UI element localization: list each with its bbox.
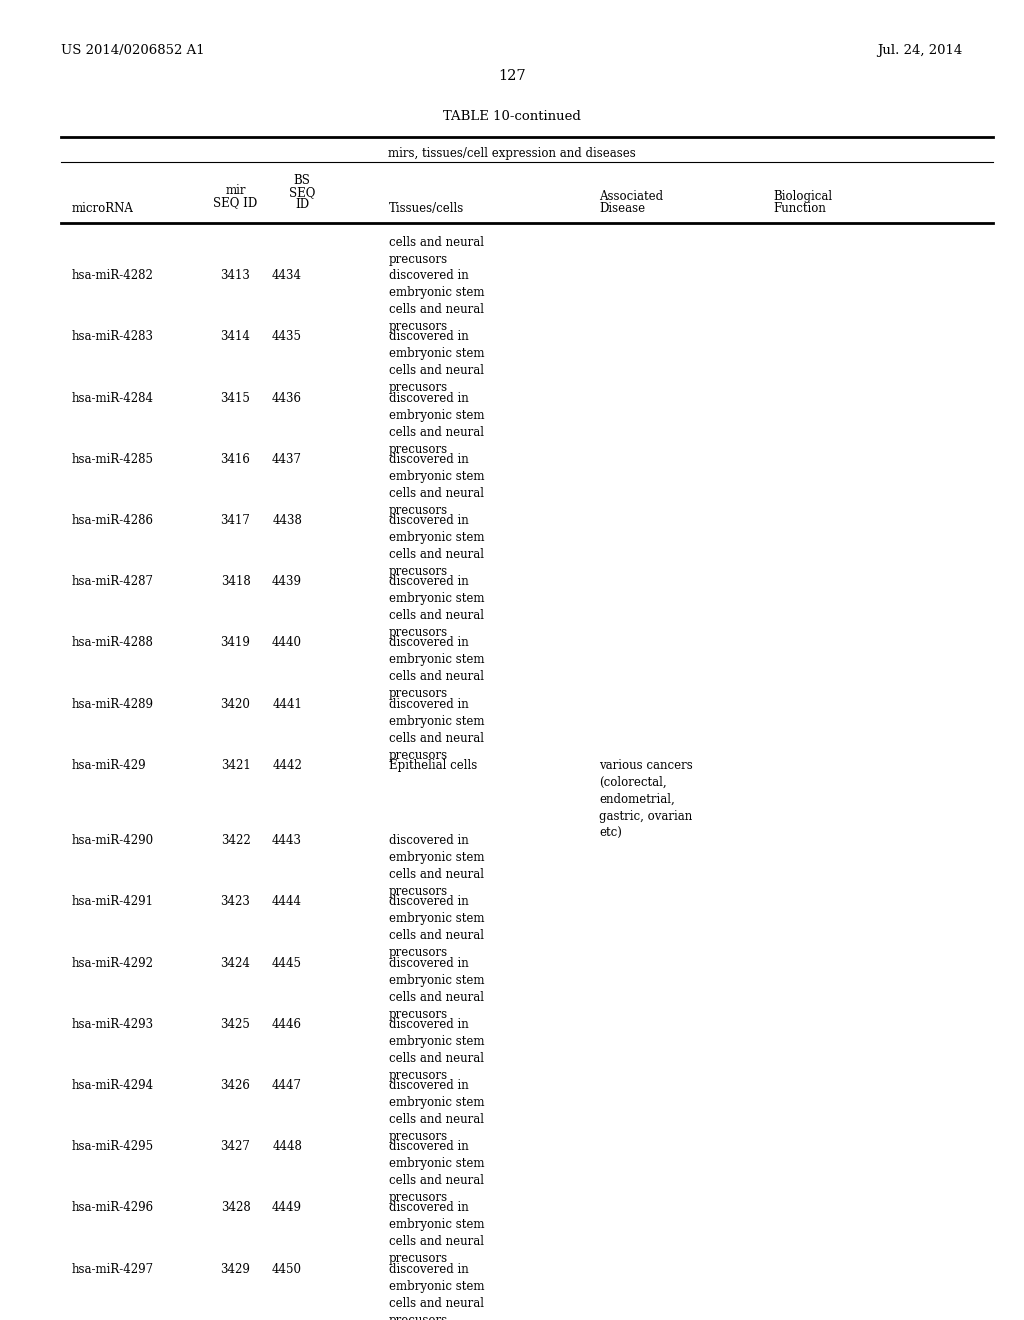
Text: SEQ: SEQ: [289, 186, 315, 199]
Text: discovered in
embryonic stem
cells and neural
precusors: discovered in embryonic stem cells and n…: [389, 576, 484, 639]
Text: 4436: 4436: [272, 392, 302, 405]
Text: hsa-miR-4295: hsa-miR-4295: [72, 1140, 154, 1154]
Text: 4444: 4444: [272, 895, 302, 908]
Text: discovered in
embryonic stem
cells and neural
precusors: discovered in embryonic stem cells and n…: [389, 834, 484, 898]
Text: hsa-miR-4293: hsa-miR-4293: [72, 1018, 154, 1031]
Text: hsa-miR-4286: hsa-miR-4286: [72, 513, 154, 527]
Text: discovered in
embryonic stem
cells and neural
precusors: discovered in embryonic stem cells and n…: [389, 895, 484, 960]
Text: 3418: 3418: [220, 576, 251, 589]
Text: hsa-miR-4296: hsa-miR-4296: [72, 1201, 154, 1214]
Text: discovered in
embryonic stem
cells and neural
precusors: discovered in embryonic stem cells and n…: [389, 392, 484, 455]
Text: 4437: 4437: [272, 453, 302, 466]
Text: 3426: 3426: [220, 1078, 251, 1092]
Text: discovered in
embryonic stem
cells and neural
precusors: discovered in embryonic stem cells and n…: [389, 1140, 484, 1204]
Text: hsa-miR-4291: hsa-miR-4291: [72, 895, 154, 908]
Text: 3420: 3420: [220, 698, 251, 710]
Text: 4440: 4440: [272, 636, 302, 649]
Text: 4446: 4446: [272, 1018, 302, 1031]
Text: 4447: 4447: [272, 1078, 302, 1092]
Text: 3422: 3422: [220, 834, 251, 847]
Text: 3421: 3421: [220, 759, 251, 772]
Text: 3424: 3424: [220, 957, 251, 970]
Text: discovered in
embryonic stem
cells and neural
precusors: discovered in embryonic stem cells and n…: [389, 1201, 484, 1266]
Text: hsa-miR-4290: hsa-miR-4290: [72, 834, 154, 847]
Text: 4442: 4442: [272, 759, 302, 772]
Text: 127: 127: [499, 69, 525, 83]
Text: discovered in
embryonic stem
cells and neural
precusors: discovered in embryonic stem cells and n…: [389, 1018, 484, 1082]
Text: discovered in
embryonic stem
cells and neural
precusors: discovered in embryonic stem cells and n…: [389, 1078, 484, 1143]
Text: discovered in
embryonic stem
cells and neural
precusors: discovered in embryonic stem cells and n…: [389, 453, 484, 517]
Text: Tissues/cells: Tissues/cells: [389, 202, 464, 215]
Text: hsa-miR-4282: hsa-miR-4282: [72, 269, 154, 282]
Text: 3416: 3416: [220, 453, 251, 466]
Text: 3425: 3425: [220, 1018, 251, 1031]
Text: 3414: 3414: [220, 330, 251, 343]
Text: 3417: 3417: [220, 513, 251, 527]
Text: 3423: 3423: [220, 895, 251, 908]
Text: discovered in
embryonic stem
cells and neural
precusors: discovered in embryonic stem cells and n…: [389, 957, 484, 1020]
Text: Epithelial cells: Epithelial cells: [389, 759, 477, 772]
Text: TABLE 10-continued: TABLE 10-continued: [443, 110, 581, 123]
Text: discovered in
embryonic stem
cells and neural
precusors: discovered in embryonic stem cells and n…: [389, 636, 484, 701]
Text: Function: Function: [773, 202, 826, 215]
Text: BS: BS: [294, 174, 310, 187]
Text: 3419: 3419: [220, 636, 251, 649]
Text: hsa-miR-4287: hsa-miR-4287: [72, 576, 154, 589]
Text: hsa-miR-4283: hsa-miR-4283: [72, 330, 154, 343]
Text: hsa-miR-4284: hsa-miR-4284: [72, 392, 154, 405]
Text: discovered in
embryonic stem
cells and neural
precusors: discovered in embryonic stem cells and n…: [389, 1262, 484, 1320]
Text: hsa-miR-4289: hsa-miR-4289: [72, 698, 154, 710]
Text: discovered in
embryonic stem
cells and neural
precusors: discovered in embryonic stem cells and n…: [389, 330, 484, 395]
Text: 3413: 3413: [220, 269, 251, 282]
Text: 3415: 3415: [220, 392, 251, 405]
Text: 4448: 4448: [272, 1140, 302, 1154]
Text: hsa-miR-4288: hsa-miR-4288: [72, 636, 154, 649]
Text: cells and neural
precusors: cells and neural precusors: [389, 236, 484, 267]
Text: 3428: 3428: [220, 1201, 251, 1214]
Text: 4449: 4449: [272, 1201, 302, 1214]
Text: SEQ ID: SEQ ID: [213, 195, 258, 209]
Text: mirs, tissues/cell expression and diseases: mirs, tissues/cell expression and diseas…: [388, 147, 636, 160]
Text: various cancers
(colorectal,
endometrial,
gastric, ovarian
etc): various cancers (colorectal, endometrial…: [599, 759, 693, 840]
Text: 4441: 4441: [272, 698, 302, 710]
Text: 4450: 4450: [272, 1262, 302, 1275]
Text: ID: ID: [295, 198, 309, 211]
Text: hsa-miR-4292: hsa-miR-4292: [72, 957, 154, 970]
Text: Disease: Disease: [599, 202, 645, 215]
Text: 3427: 3427: [220, 1140, 251, 1154]
Text: 4443: 4443: [272, 834, 302, 847]
Text: Associated: Associated: [599, 190, 664, 203]
Text: Biological: Biological: [773, 190, 833, 203]
Text: microRNA: microRNA: [72, 202, 133, 215]
Text: discovered in
embryonic stem
cells and neural
precusors: discovered in embryonic stem cells and n…: [389, 513, 484, 578]
Text: 4439: 4439: [272, 576, 302, 589]
Text: hsa-miR-429: hsa-miR-429: [72, 759, 146, 772]
Text: hsa-miR-4294: hsa-miR-4294: [72, 1078, 154, 1092]
Text: 4434: 4434: [272, 269, 302, 282]
Text: 4445: 4445: [272, 957, 302, 970]
Text: hsa-miR-4285: hsa-miR-4285: [72, 453, 154, 466]
Text: discovered in
embryonic stem
cells and neural
precusors: discovered in embryonic stem cells and n…: [389, 698, 484, 762]
Text: 4435: 4435: [272, 330, 302, 343]
Text: 4438: 4438: [272, 513, 302, 527]
Text: US 2014/0206852 A1: US 2014/0206852 A1: [61, 44, 205, 57]
Text: hsa-miR-4297: hsa-miR-4297: [72, 1262, 154, 1275]
Text: Jul. 24, 2014: Jul. 24, 2014: [878, 44, 963, 57]
Text: 3429: 3429: [220, 1262, 251, 1275]
Text: mir: mir: [225, 183, 246, 197]
Text: discovered in
embryonic stem
cells and neural
precusors: discovered in embryonic stem cells and n…: [389, 269, 484, 333]
